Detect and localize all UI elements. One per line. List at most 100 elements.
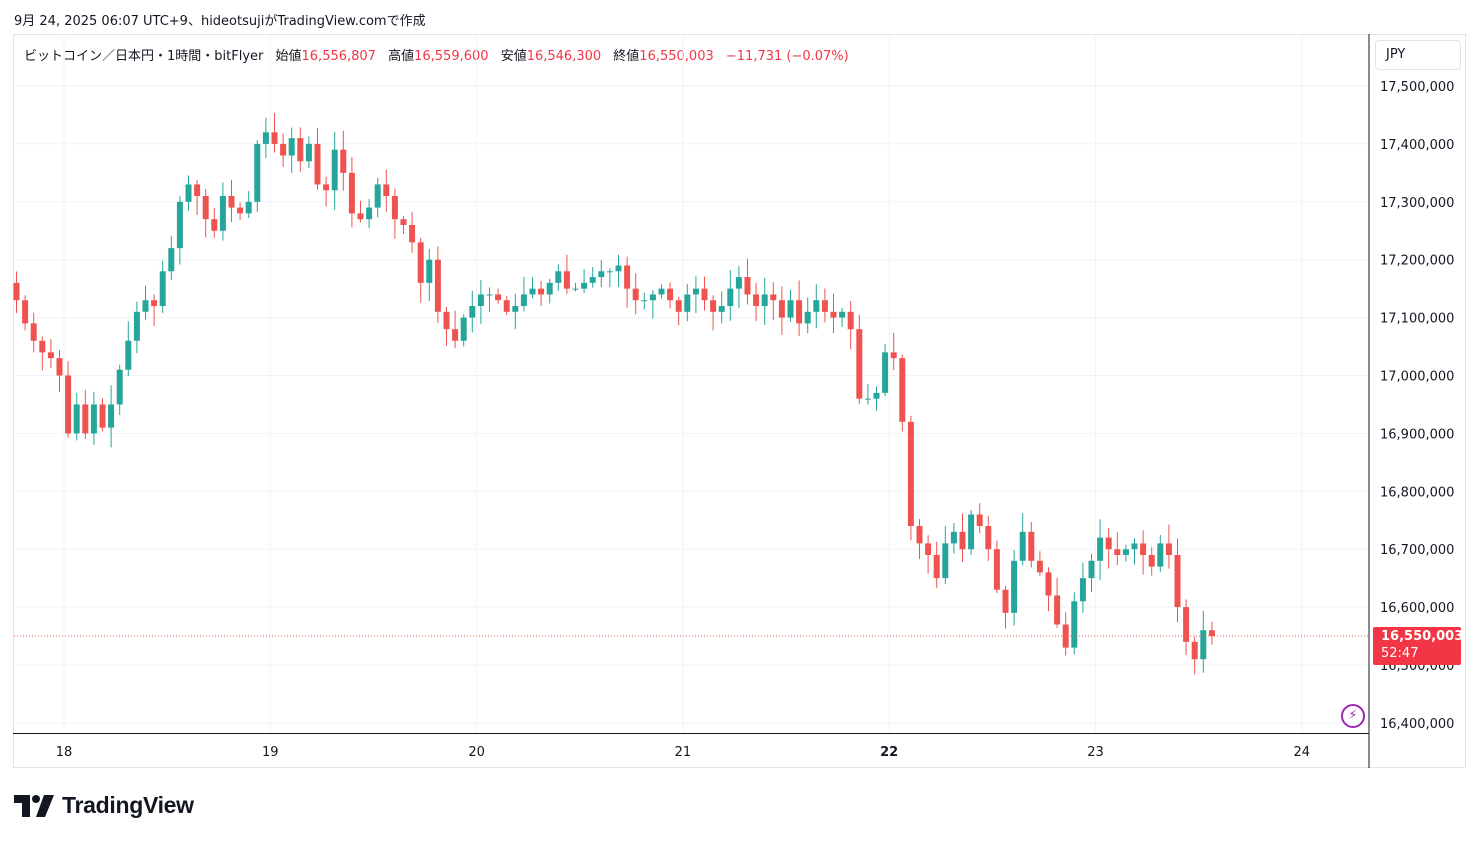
candle-body <box>288 138 295 156</box>
x-tick-label: 24 <box>1294 745 1311 760</box>
candle-body <box>942 543 949 579</box>
candle-body <box>899 358 906 422</box>
y-tick-label: 17,400,000 <box>1380 138 1454 153</box>
candle-body <box>340 149 347 173</box>
candle-body <box>99 404 106 428</box>
candle-body <box>1045 572 1052 596</box>
candle-body <box>1028 531 1035 561</box>
candle-body <box>1088 560 1095 579</box>
candle-body <box>1174 554 1181 608</box>
candle-body <box>168 248 175 272</box>
candle-body <box>778 300 785 318</box>
candle-body <box>925 543 932 555</box>
candle-body <box>391 196 398 220</box>
candle-body <box>280 143 287 156</box>
candle-body <box>641 300 648 302</box>
candle-body <box>632 288 639 301</box>
candle-body <box>1148 554 1155 567</box>
candle-body <box>82 404 89 434</box>
candle-body <box>39 340 46 353</box>
candle-body <box>555 271 562 283</box>
candle-body <box>520 294 527 307</box>
x-tick-label: 18 <box>56 745 73 760</box>
candle-body <box>1105 537 1112 550</box>
candle-body <box>417 242 424 283</box>
high-label: 高値 <box>388 49 415 64</box>
flash-icon[interactable]: ⚡ <box>1341 704 1365 728</box>
candle-body <box>237 207 244 214</box>
candle-body <box>211 219 218 231</box>
candle-body <box>297 138 304 162</box>
candle-body <box>890 352 897 359</box>
tradingview-logo-icon <box>14 794 54 817</box>
candle-body <box>409 224 416 243</box>
candle-body <box>907 421 914 527</box>
candle-body <box>529 288 536 295</box>
candle-body <box>133 311 140 341</box>
candle-body <box>434 259 441 312</box>
candle-body <box>151 300 158 307</box>
symbol-title[interactable]: ビットコイン／日本円・1時間・bitFlyer <box>24 49 264 64</box>
candle-body <box>1131 543 1138 550</box>
candle-body <box>176 201 183 249</box>
candle-body <box>426 259 433 283</box>
candle-body <box>331 149 338 191</box>
y-tick-label: 16,600,000 <box>1380 601 1454 616</box>
tradingview-logo[interactable]: TradingView <box>14 792 194 819</box>
candle-body <box>744 277 751 295</box>
candle-body <box>1183 607 1190 642</box>
tradingview-wordmark: TradingView <box>62 792 194 818</box>
candle-body <box>56 358 63 376</box>
candle-body <box>460 317 467 341</box>
candle-body <box>30 323 37 341</box>
candle-body <box>357 213 364 220</box>
candle-body <box>675 300 682 312</box>
candle-body <box>976 514 983 527</box>
candle-body <box>796 300 803 324</box>
candle-body <box>606 271 613 273</box>
x-tick-label: 22 <box>880 745 898 760</box>
candle-body <box>73 404 80 434</box>
candle-body <box>993 549 1000 590</box>
candle-body <box>959 531 966 550</box>
y-tick-label: 16,800,000 <box>1380 485 1454 500</box>
candle-body <box>667 288 674 301</box>
candle-body <box>624 265 631 289</box>
candle-body <box>1114 549 1121 555</box>
candle-body <box>1097 537 1104 561</box>
candle-body <box>1011 560 1018 613</box>
candle-body <box>1036 560 1043 573</box>
candle-body <box>477 294 484 307</box>
candle-body <box>581 282 588 289</box>
candle-body <box>116 369 123 405</box>
candle-body <box>1079 578 1086 602</box>
x-tick-label: 20 <box>468 745 485 760</box>
candle-body <box>185 184 192 202</box>
y-tick-label: 16,900,000 <box>1380 427 1454 442</box>
candle-body <box>1157 543 1164 567</box>
candle-body <box>727 288 734 307</box>
candle-body <box>572 288 579 290</box>
candle-body <box>916 526 923 544</box>
candle-body <box>684 294 691 312</box>
candle-body <box>374 184 381 208</box>
candle-body <box>847 311 854 330</box>
candle-body <box>718 306 725 312</box>
low-value: 16,546,300 <box>526 49 602 64</box>
candle-body <box>710 300 717 312</box>
candle-body <box>245 201 252 214</box>
candle-body <box>366 207 373 220</box>
candle-body <box>202 196 209 220</box>
candle-body <box>305 143 312 162</box>
candle-body <box>589 277 596 283</box>
y-tick-label: 17,500,000 <box>1380 80 1454 95</box>
candle-body <box>735 277 742 289</box>
currency-button[interactable]: JPY <box>1375 40 1461 70</box>
candle-body <box>856 329 863 399</box>
candle-body <box>219 196 226 231</box>
candle-body <box>228 196 235 208</box>
y-tick-label: 17,000,000 <box>1380 370 1454 385</box>
candle-body <box>1062 624 1069 648</box>
last-price-badge: 16,550,003 52:47 <box>1373 627 1463 665</box>
candle-body <box>495 294 502 301</box>
